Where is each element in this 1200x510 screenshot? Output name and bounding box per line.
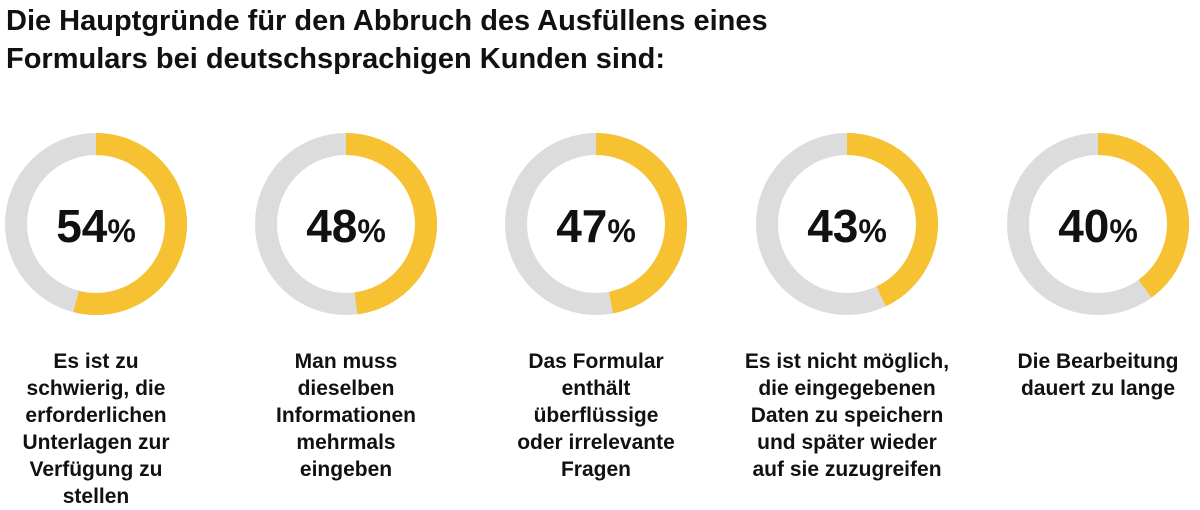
chart-title-line-1: Die Hauptgründe für den Abbruch des Ausf…: [6, 5, 768, 37]
donut-caption-1: Es ist zu schwierig, die erforderlichen Unt…: [0, 348, 206, 510]
donut-value-number: 48: [306, 200, 357, 252]
caption-line: eingeben: [299, 458, 393, 481]
caption-line: dauert zu lange: [1020, 377, 1176, 400]
caption-line: schwierig, die: [26, 377, 166, 400]
donut-value-label: 47%: [556, 200, 636, 252]
donut-value-arc: [1097, 133, 1189, 298]
donut-value-unit: %: [607, 213, 635, 249]
caption-line: Unterlagen zur: [22, 431, 170, 454]
donut-2: 48%: [255, 133, 437, 315]
donut-value-label: 48%: [306, 200, 386, 252]
caption-line: dieselben: [297, 377, 395, 400]
donut-value-number: 47: [556, 200, 607, 252]
donut-3: 47%: [505, 133, 687, 315]
caption-line: stellen: [62, 485, 130, 508]
donut-value-arc: [73, 133, 187, 315]
caption-line: Man muss: [294, 350, 398, 373]
donut-value-number: 43: [807, 200, 858, 252]
caption-line: mehrmals: [296, 431, 396, 454]
donut-value-unit: %: [1109, 213, 1137, 249]
donut-caption-5: Die Bearbeitung dauert zu lange: [988, 348, 1200, 402]
caption-line: die eingegebenen: [758, 377, 936, 400]
donut-value-label: 43%: [807, 200, 887, 252]
caption-line: Es ist zu: [53, 350, 139, 373]
donut-caption-2: Man muss dieselben Informationen mehrmals ei…: [236, 348, 456, 483]
caption-line: Die Bearbeitung: [1017, 350, 1179, 373]
caption-line: oder irrelevante: [517, 431, 675, 454]
chart-title: Die Hauptgründe für den Abbruch des Ausf…: [6, 2, 1006, 78]
donut-value-label: 54%: [56, 200, 136, 252]
caption-line: erforderlichen: [25, 404, 167, 427]
donut-1: 54%: [5, 133, 187, 315]
donut-value-label: 40%: [1058, 200, 1138, 252]
caption-line: Es ist nicht möglich,: [744, 350, 950, 373]
donut-value-arc: [846, 133, 938, 307]
donut-value-unit: %: [858, 213, 886, 249]
donut-value-number: 40: [1058, 200, 1109, 252]
caption-line: Informationen: [276, 404, 416, 427]
caption-line: enthält: [561, 377, 631, 400]
donut-value-number: 54: [56, 200, 108, 252]
donut-value-unit: %: [357, 213, 385, 249]
caption-line: Das Formular: [528, 350, 664, 373]
donut-4: 43%: [756, 133, 938, 315]
donut-value-arc: [345, 133, 437, 315]
caption-line: überflüssige: [533, 404, 659, 427]
donut-5: 40%: [1007, 133, 1189, 315]
donut-value-arc: [595, 133, 687, 314]
caption-line: auf sie zuzugreifen: [752, 458, 942, 481]
caption-line: und später wieder: [757, 431, 937, 454]
donut-caption-3: Das Formular enthält überflüssige oder irre…: [486, 348, 706, 483]
caption-line: Daten zu speichern: [750, 404, 944, 427]
chart-title-line-2: Formulars bei deutschsprachigen Kunden s…: [6, 43, 666, 75]
donut-caption-4: Es ist nicht möglich, die eingegebenen Dat…: [737, 348, 957, 483]
donut-value-unit: %: [107, 213, 135, 249]
caption-line: Verfügung zu: [29, 458, 163, 481]
caption-line: Fragen: [560, 458, 631, 481]
